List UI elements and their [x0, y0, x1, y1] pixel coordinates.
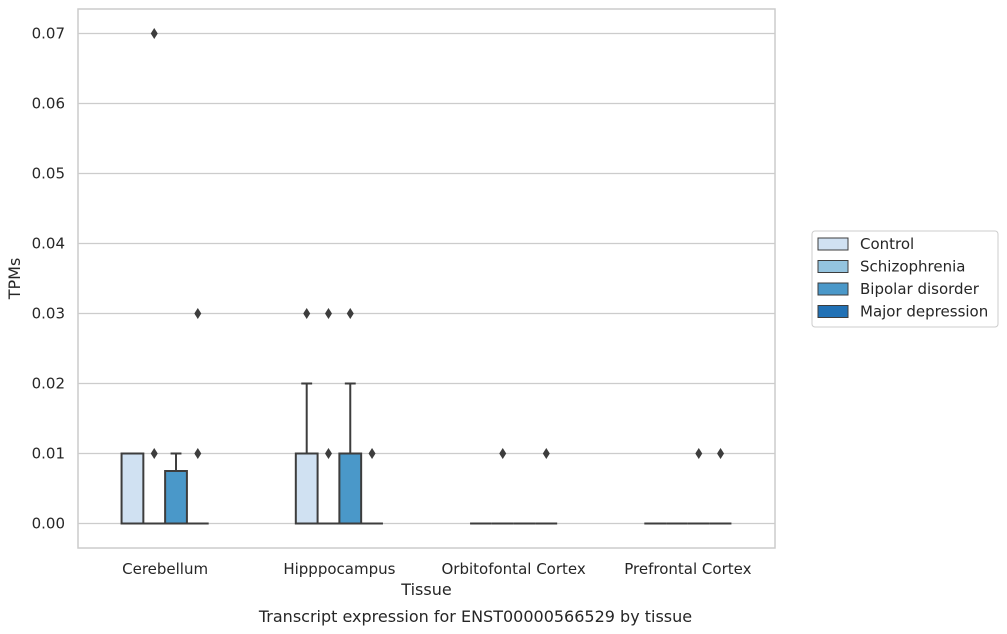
box-group: [317, 308, 340, 525]
box-group: [120, 452, 145, 525]
box-group: [338, 308, 363, 525]
box-group: [186, 308, 209, 525]
outlier-point: [150, 448, 158, 459]
outlier-point: [324, 308, 332, 319]
outlier-point: [150, 28, 158, 39]
legend-swatch: [817, 305, 849, 318]
box-group: [143, 28, 166, 525]
box-group: [361, 448, 383, 525]
y-tick-label: 0.04: [32, 235, 65, 253]
x-tick-label: Orbitofontal Cortex: [442, 560, 586, 578]
box: [120, 452, 145, 525]
legend-label: Schizophrenia: [860, 258, 965, 276]
outlier-point: [346, 308, 354, 319]
box-group: [709, 448, 732, 525]
legend-label: Bipolar disorder: [860, 280, 980, 298]
grid-layer: [78, 32, 775, 525]
outlier-point: [542, 448, 550, 459]
box-group: [491, 448, 514, 525]
legend-label: Major depression: [860, 303, 988, 321]
box-group: [687, 448, 710, 525]
box-group: [164, 452, 188, 525]
outlier-point: [499, 448, 507, 459]
legend-swatch: [817, 282, 849, 296]
x-axis-label: Tissue: [400, 580, 451, 599]
legend-frame: [811, 230, 999, 328]
outlier-point: [695, 448, 703, 459]
y-tick-labels: 0.00 0.01 0.02 0.03 0.04 0.05 0.06 0.07: [32, 25, 65, 533]
legend-swatch: [817, 260, 849, 273]
y-tick-label: 0.05: [32, 165, 65, 183]
y-tick-label: 0.02: [32, 375, 65, 393]
outlier-point: [717, 448, 725, 459]
box: [338, 452, 363, 525]
outlier-point: [303, 308, 311, 319]
box-group: [535, 448, 558, 525]
x-tick-label: Cerebellum: [122, 560, 208, 578]
y-tick-label: 0.07: [32, 25, 65, 43]
x-tick-label: Prefrontal Cortex: [624, 560, 751, 578]
legend: Control Schizophrenia Bipolar disorder Majo…: [811, 230, 999, 328]
outlier-point: [324, 448, 332, 459]
x-tick-label: Hipppocampus: [283, 560, 395, 578]
box-layer: [120, 28, 732, 525]
outlier-point: [194, 448, 202, 459]
y-tick-label: 0.00: [32, 515, 65, 533]
outlier-point: [368, 448, 376, 459]
y-tick-label: 0.01: [32, 445, 65, 463]
outlier-point: [194, 308, 202, 319]
box: [164, 470, 188, 525]
box-group: [294, 308, 319, 525]
legend-swatch: [817, 237, 849, 251]
y-axis-label: TPMs: [5, 258, 24, 301]
box: [294, 452, 319, 525]
y-tick-label: 0.06: [32, 95, 65, 113]
chart-caption: Transcript expression for ENST0000056652…: [258, 607, 692, 626]
y-tick-label: 0.03: [32, 305, 65, 323]
x-tick-labels: Cerebellum Hipppocampus Orbitofontal Corte…: [122, 560, 751, 578]
plot-area-frame: [77, 8, 776, 549]
legend-label: Control: [860, 235, 914, 253]
